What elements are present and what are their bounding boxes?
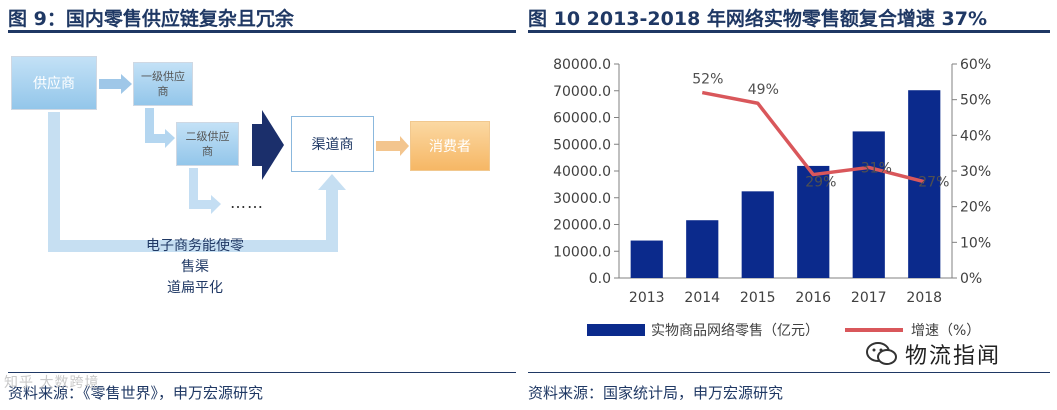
bar-2017 (852, 131, 885, 278)
right-tick-label: 10% (960, 235, 991, 251)
right-watermark-text: 物流指闻 (905, 344, 1002, 369)
left-title-rule (8, 30, 516, 33)
left-panel-source: 资料来源：《零售世界》，申万宏源研究 (8, 384, 264, 402)
left-tick-label: 60000.0 (553, 111, 611, 127)
right-panel-title: 图 10 2013-2018 年网络实物零售额复合增速 37% (528, 8, 988, 30)
ecommerce-bypass-arrow (48, 112, 346, 252)
more-suppliers-ellipsis: …… (230, 193, 264, 212)
legend-bar-label: 实物商品网络零售（亿元） (651, 323, 819, 339)
ecommerce-line1: 电子商务能使零售渠 (146, 238, 244, 275)
consumer-node: 消费者 (410, 121, 490, 171)
bar-2015 (741, 191, 774, 278)
left-tick-label: 30000.0 (553, 191, 611, 207)
left-source-rule (8, 372, 516, 373)
left-watermark: 知乎 大数跨境 (4, 375, 100, 391)
left-tick-label: 70000.0 (553, 84, 611, 100)
growth-data-label: 52% (692, 72, 723, 88)
right-tick-label: 40% (960, 128, 991, 144)
right-panel-source: 资料来源：国家统计局，申万宏源研究 (528, 384, 784, 402)
arrow-level1-to-level2 (145, 108, 175, 148)
x-tick-label: 2016 (795, 290, 831, 306)
bar-2018 (908, 90, 941, 278)
growth-data-label: 29% (805, 175, 836, 191)
arrow-channel-to-consumer (376, 136, 409, 156)
left-tick-label: 20000.0 (553, 218, 611, 234)
level1-line2: 商 (157, 85, 169, 98)
x-tick-label: 2018 (906, 290, 942, 306)
legend-bar-swatch (587, 324, 645, 336)
arrow-level2-to-more (189, 168, 221, 214)
left-tick-label: 40000.0 (553, 164, 611, 180)
bar-2016 (797, 165, 830, 278)
x-tick-label: 2015 (740, 290, 776, 306)
wechat-icon (866, 342, 897, 365)
right-watermark: 物流指闻 (865, 338, 1001, 370)
left-tick-label: 50000.0 (553, 137, 611, 153)
x-tick-label: 2013 (629, 290, 665, 306)
ecommerce-line2: 道扁平化 (167, 280, 223, 296)
left-tick-label: 0.0 (589, 271, 611, 287)
x-tick-label: 2017 (851, 290, 887, 306)
left-panel-title: 图 9：国内零售供应链复杂且冗余 (8, 8, 294, 30)
big-arrow-to-channel (252, 110, 284, 180)
level2-line2: 商 (202, 145, 213, 158)
level2-line1: 二级供应 (185, 130, 230, 143)
retail-chart: 0.0 10000.0 20000.0 30000.0 40000.0 50000.0 60… (553, 57, 991, 339)
ecommerce-label: 电子商务能使零售渠 道扁平化 (140, 236, 250, 299)
bar-2013 (630, 240, 663, 278)
growth-data-label: 49% (748, 82, 779, 98)
level1-line1: 一级供应 (141, 70, 185, 83)
right-tick-label: 30% (960, 164, 991, 180)
supplier-node: 供应商 (11, 56, 97, 110)
right-tick-label: 60% (960, 57, 991, 73)
level2-supplier-node: 二级供应商 (176, 122, 239, 166)
growth-line (701, 90, 925, 184)
channel-node: 渠道商 (291, 116, 374, 172)
supply-chain-diagram (48, 74, 409, 252)
arrow-supplier-to-level1 (99, 74, 132, 94)
level1-supplier-node: 一级供应商 (133, 62, 193, 106)
right-title-rule (528, 30, 1050, 33)
x-tick-label: 2014 (684, 290, 720, 306)
legend-line-label: 增速（%） (911, 323, 980, 339)
right-tick-label: 50% (960, 93, 991, 109)
left-tick-label: 10000.0 (553, 244, 611, 260)
growth-data-label: 27% (918, 175, 949, 191)
right-source-rule (528, 372, 1050, 373)
growth-data-label: 31% (861, 160, 892, 176)
left-tick-label: 80000.0 (553, 57, 611, 73)
right-tick-label: 20% (960, 200, 991, 216)
right-tick-label: 0% (960, 271, 982, 287)
bar-2014 (686, 220, 719, 278)
